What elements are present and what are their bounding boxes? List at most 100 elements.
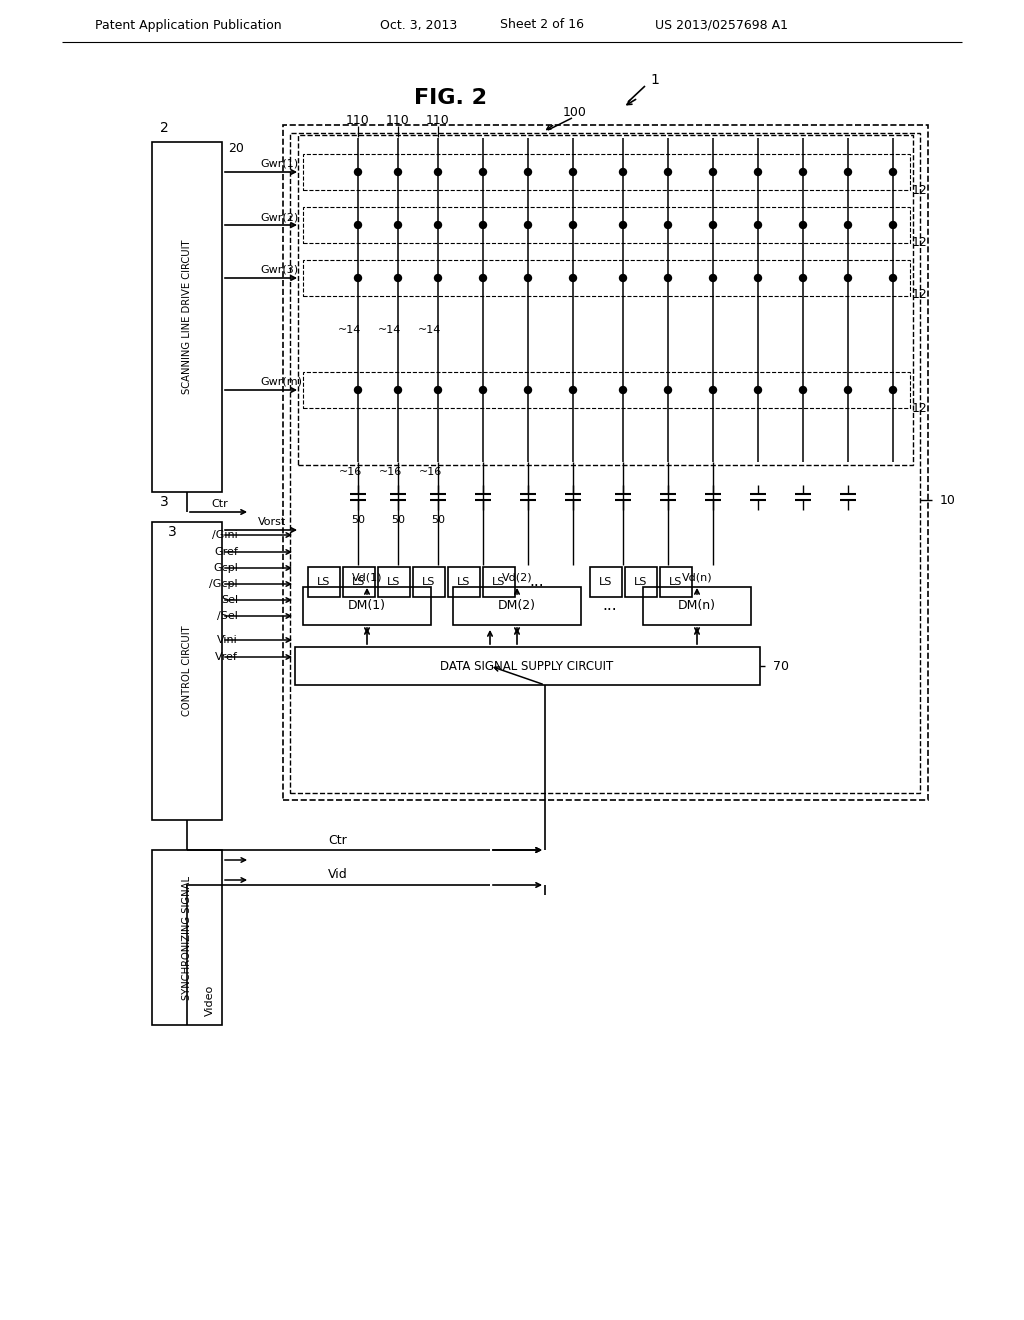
Circle shape	[434, 222, 441, 228]
Text: 50: 50	[431, 515, 445, 525]
Text: Video: Video	[205, 985, 215, 1015]
Circle shape	[434, 275, 441, 281]
Circle shape	[569, 275, 577, 281]
Text: LS: LS	[422, 577, 435, 587]
Circle shape	[755, 169, 762, 176]
Text: LS: LS	[317, 577, 331, 587]
Circle shape	[755, 222, 762, 228]
Circle shape	[354, 169, 361, 176]
Circle shape	[710, 387, 717, 393]
Text: 50: 50	[391, 515, 406, 525]
Text: Vid: Vid	[328, 869, 348, 882]
Text: ~14: ~14	[419, 325, 441, 335]
Text: 110: 110	[426, 114, 450, 127]
Circle shape	[569, 387, 577, 393]
Bar	[413, 568, 445, 597]
Text: DM(1): DM(1)	[348, 599, 386, 612]
Text: 110: 110	[346, 114, 370, 127]
Circle shape	[620, 387, 627, 393]
Text: 12: 12	[912, 183, 928, 197]
Circle shape	[755, 275, 762, 281]
Circle shape	[394, 275, 401, 281]
Text: LS: LS	[458, 577, 471, 587]
Bar	[152, 521, 222, 820]
Bar	[378, 568, 410, 597]
Text: 20: 20	[228, 141, 244, 154]
Text: 12: 12	[912, 289, 928, 301]
Circle shape	[710, 275, 717, 281]
Circle shape	[755, 387, 762, 393]
Text: Gcpl: Gcpl	[213, 564, 238, 573]
Text: DM(n): DM(n)	[678, 599, 716, 612]
Circle shape	[710, 222, 717, 228]
Circle shape	[524, 387, 531, 393]
Text: LS: LS	[352, 577, 366, 587]
Text: Sel: Sel	[221, 595, 238, 605]
Text: Gref: Gref	[214, 546, 238, 557]
Text: Vref: Vref	[215, 652, 238, 663]
Bar	[283, 125, 928, 800]
Bar	[303, 372, 910, 408]
Circle shape	[569, 222, 577, 228]
Text: 100: 100	[563, 106, 587, 119]
Circle shape	[800, 387, 807, 393]
Bar	[643, 587, 751, 624]
Bar	[152, 850, 222, 1026]
Bar	[483, 568, 515, 597]
Bar	[290, 133, 920, 793]
Text: Gwr(m): Gwr(m)	[260, 378, 302, 387]
Bar	[303, 207, 910, 243]
Text: Vd(n): Vd(n)	[682, 572, 713, 582]
Text: 2: 2	[160, 121, 169, 135]
Circle shape	[890, 387, 896, 393]
Bar	[343, 568, 375, 597]
Bar	[625, 568, 657, 597]
Text: 12: 12	[912, 235, 928, 248]
Text: 12: 12	[912, 401, 928, 414]
Text: LS: LS	[670, 577, 683, 587]
Circle shape	[569, 169, 577, 176]
Text: LS: LS	[387, 577, 400, 587]
Text: Vd(2): Vd(2)	[502, 572, 532, 582]
Circle shape	[665, 275, 672, 281]
Text: 10: 10	[940, 494, 955, 507]
Text: LS: LS	[493, 577, 506, 587]
Circle shape	[710, 169, 717, 176]
Bar	[660, 568, 692, 597]
Text: ~14: ~14	[378, 325, 401, 335]
Circle shape	[800, 275, 807, 281]
Circle shape	[665, 387, 672, 393]
Bar	[303, 260, 910, 296]
Bar	[590, 568, 622, 597]
Text: /Gini: /Gini	[212, 531, 238, 540]
Text: 3: 3	[168, 525, 177, 539]
Circle shape	[524, 275, 531, 281]
Text: Gwr(1): Gwr(1)	[260, 158, 298, 169]
Bar	[449, 568, 480, 597]
Circle shape	[394, 387, 401, 393]
Circle shape	[620, 169, 627, 176]
Bar	[298, 135, 913, 465]
Circle shape	[394, 222, 401, 228]
Text: 70: 70	[773, 660, 790, 672]
Circle shape	[479, 222, 486, 228]
Text: ...: ...	[603, 598, 617, 614]
Circle shape	[479, 169, 486, 176]
Text: FIG. 2: FIG. 2	[414, 88, 486, 108]
Text: 3: 3	[160, 495, 169, 510]
Circle shape	[620, 222, 627, 228]
Text: US 2013/0257698 A1: US 2013/0257698 A1	[655, 18, 788, 32]
Text: Gwr(2): Gwr(2)	[260, 213, 298, 222]
Text: Ctr: Ctr	[212, 499, 228, 510]
Circle shape	[890, 275, 896, 281]
Text: ~14: ~14	[338, 325, 361, 335]
Text: /Gcpl: /Gcpl	[209, 579, 238, 589]
Text: Oct. 3, 2013: Oct. 3, 2013	[380, 18, 458, 32]
Circle shape	[394, 169, 401, 176]
Circle shape	[620, 275, 627, 281]
Text: CONTROL CIRCUIT: CONTROL CIRCUIT	[182, 626, 193, 717]
Text: /Sel: /Sel	[217, 611, 238, 620]
Text: ~16: ~16	[338, 467, 361, 477]
Circle shape	[434, 387, 441, 393]
Bar	[453, 587, 581, 624]
